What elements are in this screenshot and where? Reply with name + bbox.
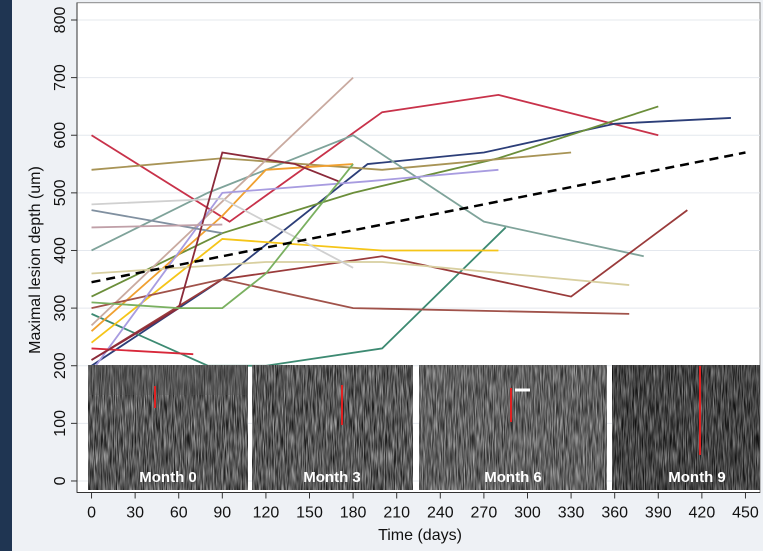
series-line <box>91 163 354 310</box>
y-tick-label: 700 <box>52 64 69 91</box>
inset-label: Month 0 <box>139 469 197 486</box>
inset-image: Month 3 <box>252 365 413 490</box>
series-line <box>91 134 644 258</box>
x-tick-label: 60 <box>170 505 188 522</box>
x-tick-label: 450 <box>732 505 759 522</box>
series-line <box>90 238 499 344</box>
x-tick-label: 210 <box>383 505 410 522</box>
y-tick-label: 800 <box>52 7 69 34</box>
inset-label: Month 6 <box>484 469 542 486</box>
series-line <box>91 223 223 229</box>
y-tick-label: 400 <box>52 237 69 264</box>
side-strip <box>0 0 12 551</box>
y-tick-label: 500 <box>52 179 69 206</box>
inset-image: Month 0 <box>88 365 248 490</box>
inset-label: Month 3 <box>303 469 361 486</box>
series-line <box>91 151 572 171</box>
x-tick-label: 420 <box>689 505 716 522</box>
inset-label: Month 9 <box>668 469 726 486</box>
inset-image: Month 6 <box>419 365 607 490</box>
series-line <box>90 163 354 332</box>
series-line <box>91 261 630 286</box>
x-tick-label: 300 <box>514 505 541 522</box>
x-tick-label: 270 <box>471 505 498 522</box>
x-axis-title: Time (days) <box>378 527 462 544</box>
x-tick-label: 390 <box>645 505 672 522</box>
series-line <box>91 151 339 361</box>
y-axis-title: Maximal lesion depth (um) <box>27 166 44 354</box>
series-line <box>91 93 659 223</box>
y-tick-label: 100 <box>52 410 69 437</box>
x-tick-label: 360 <box>601 505 628 522</box>
y-tick-label: 0 <box>52 476 69 485</box>
x-tick-label: 30 <box>126 505 144 522</box>
x-tick-label: 150 <box>296 505 323 522</box>
series-line <box>90 168 499 373</box>
x-tick-label: 330 <box>558 505 585 522</box>
x-tick-label: 120 <box>253 505 280 522</box>
y-tick-label: 600 <box>52 122 69 149</box>
y-tick-label: 300 <box>52 295 69 322</box>
series-line <box>91 278 630 315</box>
inset-image: Month 9 <box>612 365 760 490</box>
y-tick-label: 200 <box>52 352 69 379</box>
x-tick-label: 90 <box>213 505 231 522</box>
series-line <box>90 76 354 327</box>
series-line <box>91 151 746 284</box>
x-tick-label: 0 <box>87 505 96 522</box>
x-tick-label: 240 <box>427 505 454 522</box>
insets: Month 0 Month 3 Month 6 Month 9 <box>88 365 760 490</box>
x-tick-label: 180 <box>340 505 367 522</box>
series-line <box>91 197 354 269</box>
